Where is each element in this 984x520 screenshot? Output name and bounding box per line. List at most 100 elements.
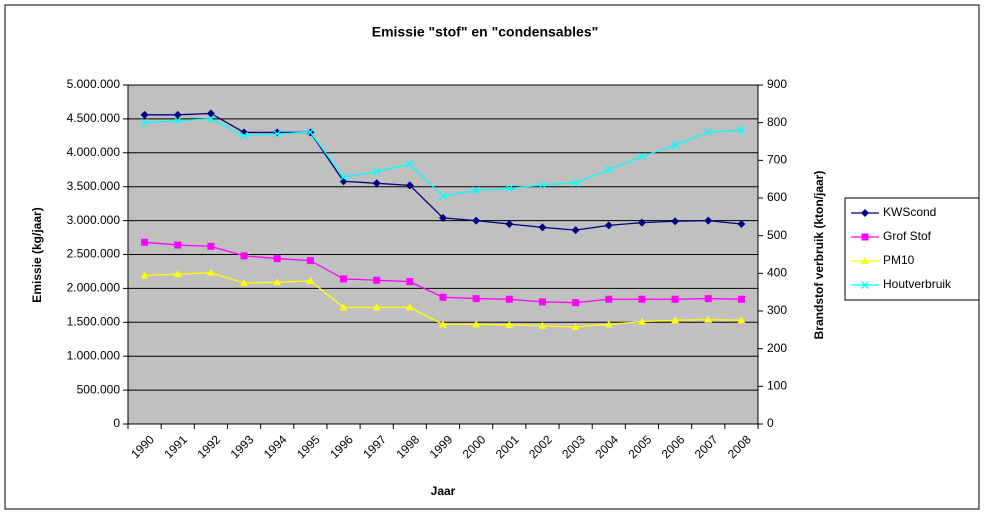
marker [406,278,414,286]
y-tick-label: 3.500.000 [67,179,121,193]
marker [572,299,580,307]
y2-tick-label: 900 [767,77,787,91]
marker [339,173,348,182]
marker [505,184,514,193]
marker [273,255,281,263]
y-tick-label: 4.000.000 [67,145,121,159]
marker [861,257,869,264]
marker [671,295,679,303]
y2-tick-label: 800 [767,115,787,129]
y2-tick-label: 500 [767,228,787,242]
marker [405,303,414,311]
marker [273,278,282,286]
y-tick-label: 2.500.000 [67,247,121,261]
marker [306,128,315,137]
marker [604,320,613,328]
marker [373,276,381,284]
legend-label: Grof Stof [883,229,932,243]
marker [704,315,713,323]
marker [141,238,149,246]
marker [571,226,580,235]
y-tick-label: 0 [113,416,120,430]
marker [671,141,680,150]
marker [439,192,447,201]
marker [538,180,547,189]
marker [439,320,447,328]
marker [704,128,713,137]
y-tick-label: 1.500.000 [67,314,121,328]
marker [671,316,680,324]
marker [173,116,182,125]
marker [206,114,215,123]
marker [206,268,215,276]
y2-tick-label: 700 [767,153,787,167]
marker [372,167,381,176]
y-tick-label: 3.000.000 [67,213,121,227]
marker [861,209,869,217]
marker [472,216,481,225]
legend-label: KWScond [883,205,936,219]
marker [538,223,547,232]
marker [737,219,746,228]
y2-tick-label: 400 [767,266,787,280]
y-tick-label: 1.000.000 [67,348,121,362]
y-tick-label: 500.000 [77,382,121,396]
marker [472,295,480,303]
marker [240,252,248,260]
marker [173,110,182,119]
y-tick-label: 4.500.000 [67,111,121,125]
marker [505,295,513,303]
marker [671,217,680,226]
chart-title: Emissie "stof" en "condensables" [372,24,599,40]
marker [405,160,414,169]
marker [861,233,869,241]
y2-tick-label: 600 [767,190,787,204]
y-tick-label: 5.000.000 [67,77,121,91]
marker [140,271,149,279]
marker [339,303,348,311]
marker [538,321,547,329]
marker [140,118,149,127]
marker [173,270,182,278]
marker [372,303,381,311]
marker [861,281,869,289]
marker [637,218,646,227]
marker [439,293,447,301]
marker [637,317,646,325]
marker [472,186,481,195]
marker [638,295,646,303]
marker [207,242,215,250]
marker [605,295,613,303]
marker [206,109,215,118]
y2-tick-label: 100 [767,379,787,393]
marker [273,130,282,138]
marker [140,110,149,119]
marker [737,126,746,135]
marker [737,295,745,303]
legend-label: PM10 [883,253,915,267]
y2-tick-label: 200 [767,341,787,355]
marker [604,221,613,230]
y2-tick-label: 0 [767,416,774,430]
marker [372,179,381,188]
y-axis-title: Emissie (kg/jaar) [30,207,44,302]
marker [505,219,514,228]
legend-label: Houtverbruik [883,277,952,291]
marker [637,152,646,161]
marker [571,178,580,187]
marker [472,320,481,328]
marker [340,275,348,283]
marker [538,298,546,306]
marker [306,276,315,284]
marker [604,165,613,174]
marker [704,216,713,225]
marker [240,278,249,286]
y-tick-label: 2.000.000 [67,281,121,295]
marker [405,181,414,190]
x-axis-title: Jaar [431,484,456,498]
marker [174,241,182,249]
marker [571,323,580,331]
y2-tick-label: 300 [767,303,787,317]
marker [240,131,249,140]
